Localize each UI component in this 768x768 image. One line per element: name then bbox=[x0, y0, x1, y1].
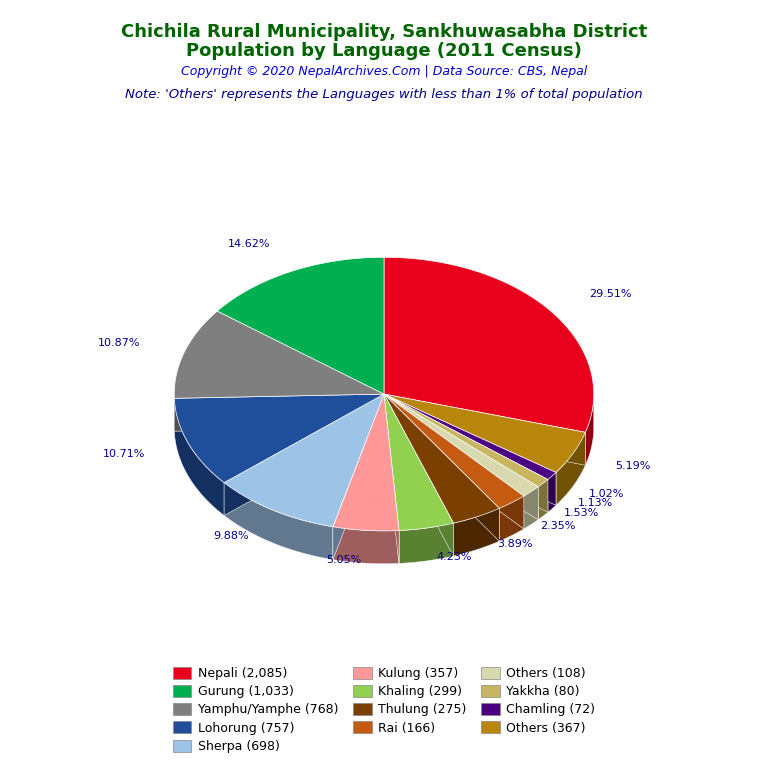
Polygon shape bbox=[524, 487, 538, 529]
Polygon shape bbox=[333, 394, 384, 560]
Polygon shape bbox=[384, 394, 538, 520]
Polygon shape bbox=[384, 394, 399, 564]
Polygon shape bbox=[384, 394, 548, 512]
Polygon shape bbox=[174, 290, 594, 564]
Text: 1.13%: 1.13% bbox=[578, 498, 614, 508]
Polygon shape bbox=[333, 527, 399, 564]
Text: 4.23%: 4.23% bbox=[436, 552, 472, 562]
Text: Chichila Rural Municipality, Sankhuwasabha District: Chichila Rural Municipality, Sankhuwasab… bbox=[121, 23, 647, 41]
Polygon shape bbox=[224, 394, 384, 515]
Text: Copyright © 2020 NepalArchives.Com | Data Source: CBS, Nepal: Copyright © 2020 NepalArchives.Com | Dat… bbox=[181, 65, 587, 78]
Polygon shape bbox=[174, 399, 224, 515]
Polygon shape bbox=[384, 394, 538, 520]
Polygon shape bbox=[548, 472, 556, 512]
Text: 1.02%: 1.02% bbox=[589, 489, 624, 499]
Polygon shape bbox=[384, 394, 499, 541]
Polygon shape bbox=[453, 508, 499, 556]
Polygon shape bbox=[174, 311, 384, 399]
Polygon shape bbox=[384, 394, 453, 531]
Text: 1.53%: 1.53% bbox=[564, 508, 599, 518]
Polygon shape bbox=[217, 257, 384, 394]
Polygon shape bbox=[224, 482, 333, 560]
Polygon shape bbox=[333, 394, 399, 531]
Text: 5.05%: 5.05% bbox=[326, 555, 362, 565]
Text: 3.89%: 3.89% bbox=[498, 538, 533, 548]
Polygon shape bbox=[556, 432, 585, 505]
Text: 9.88%: 9.88% bbox=[214, 531, 249, 541]
Text: 29.51%: 29.51% bbox=[589, 289, 631, 299]
Polygon shape bbox=[384, 394, 453, 556]
Polygon shape bbox=[499, 496, 524, 541]
Polygon shape bbox=[384, 394, 585, 465]
Polygon shape bbox=[174, 394, 384, 482]
Polygon shape bbox=[384, 394, 556, 479]
Polygon shape bbox=[384, 394, 548, 487]
Polygon shape bbox=[384, 394, 499, 541]
Polygon shape bbox=[585, 394, 594, 465]
Polygon shape bbox=[384, 394, 556, 505]
Legend: Nepali (2,085), Gurung (1,033), Yamphu/Yamphe (768), Lohorung (757), Sherpa (698: Nepali (2,085), Gurung (1,033), Yamphu/Y… bbox=[167, 662, 601, 758]
Polygon shape bbox=[333, 394, 384, 560]
Polygon shape bbox=[384, 257, 594, 432]
Polygon shape bbox=[384, 394, 538, 496]
Polygon shape bbox=[174, 394, 384, 431]
Polygon shape bbox=[384, 394, 499, 523]
Polygon shape bbox=[174, 394, 384, 431]
Text: 14.62%: 14.62% bbox=[228, 240, 270, 250]
Polygon shape bbox=[384, 394, 585, 472]
Polygon shape bbox=[538, 479, 548, 520]
Polygon shape bbox=[384, 394, 524, 529]
Text: 10.71%: 10.71% bbox=[103, 449, 145, 459]
Polygon shape bbox=[224, 394, 384, 515]
Polygon shape bbox=[384, 394, 524, 529]
Polygon shape bbox=[384, 394, 399, 564]
Text: 10.87%: 10.87% bbox=[98, 338, 141, 348]
Text: Note: 'Others' represents the Languages with less than 1% of total population: Note: 'Others' represents the Languages … bbox=[125, 88, 643, 101]
Polygon shape bbox=[224, 394, 384, 527]
Polygon shape bbox=[384, 394, 556, 505]
Polygon shape bbox=[384, 394, 524, 508]
Polygon shape bbox=[399, 523, 453, 564]
Polygon shape bbox=[384, 394, 585, 465]
Polygon shape bbox=[384, 394, 548, 512]
Text: Population by Language (2011 Census): Population by Language (2011 Census) bbox=[186, 42, 582, 60]
Text: 5.19%: 5.19% bbox=[615, 461, 650, 472]
Polygon shape bbox=[384, 394, 453, 556]
Text: 2.35%: 2.35% bbox=[540, 521, 575, 531]
